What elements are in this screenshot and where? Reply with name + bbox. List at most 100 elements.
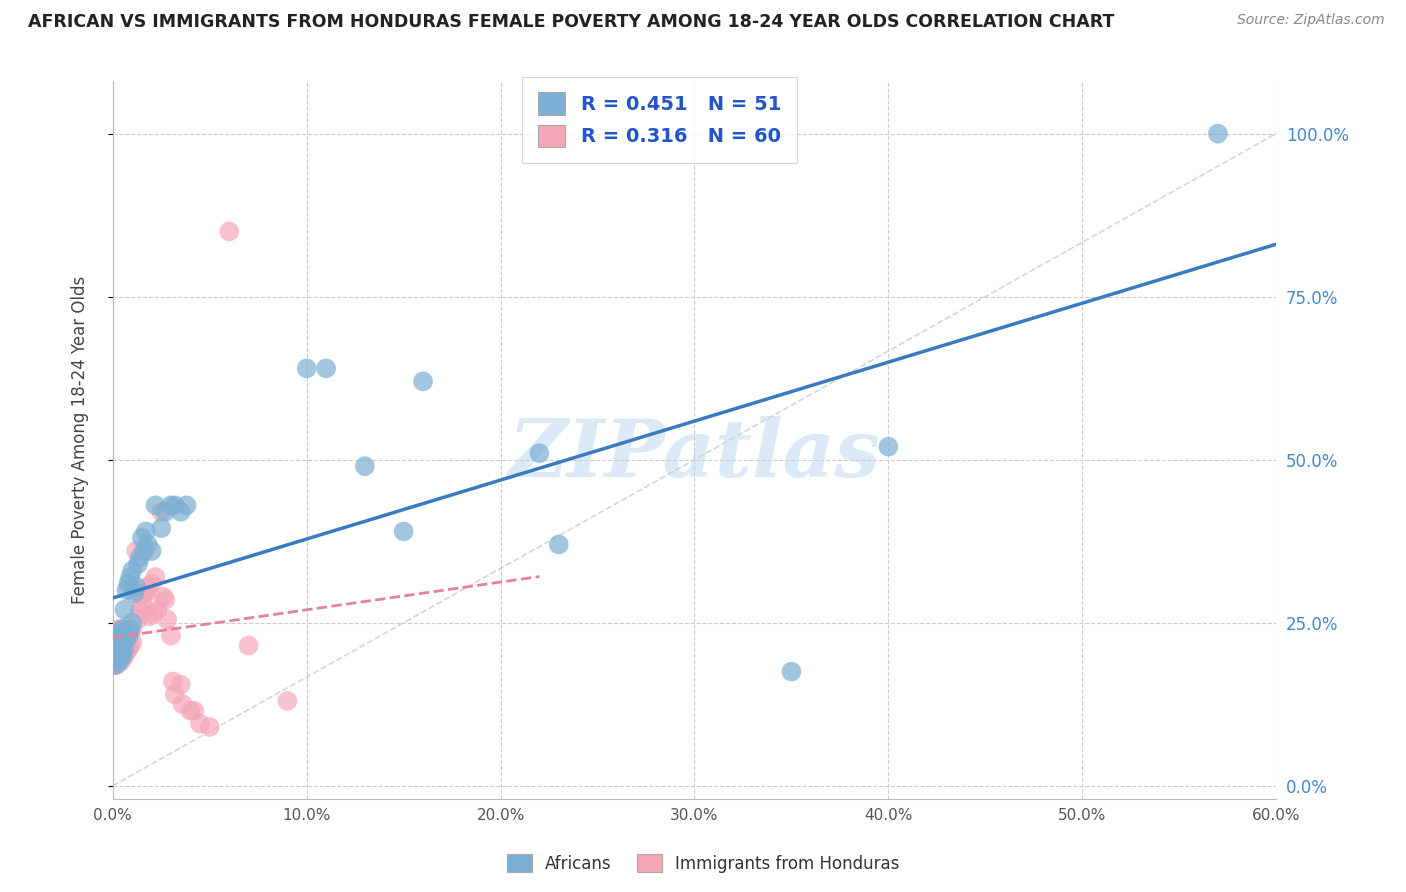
Text: AFRICAN VS IMMIGRANTS FROM HONDURAS FEMALE POVERTY AMONG 18-24 YEAR OLDS CORRELA: AFRICAN VS IMMIGRANTS FROM HONDURAS FEMA… xyxy=(28,13,1115,31)
Legend: R = 0.451   N = 51, R = 0.316   N = 60: R = 0.451 N = 51, R = 0.316 N = 60 xyxy=(523,77,797,162)
Point xyxy=(315,361,337,376)
Point xyxy=(107,629,129,643)
Point xyxy=(176,498,198,512)
Point xyxy=(135,524,157,539)
Point xyxy=(122,583,145,598)
Point xyxy=(104,641,127,656)
Point xyxy=(122,586,145,600)
Point xyxy=(110,655,132,669)
Point xyxy=(295,361,318,376)
Point xyxy=(114,648,136,663)
Point xyxy=(170,678,193,692)
Point xyxy=(153,592,176,607)
Point xyxy=(138,609,160,624)
Point xyxy=(115,645,138,659)
Point xyxy=(111,635,134,649)
Text: Source: ZipAtlas.com: Source: ZipAtlas.com xyxy=(1237,13,1385,28)
Point xyxy=(392,524,415,539)
Point xyxy=(141,576,163,591)
Point xyxy=(107,648,129,663)
Point xyxy=(114,639,136,653)
Point xyxy=(114,641,136,656)
Point xyxy=(114,629,136,643)
Point xyxy=(105,651,128,665)
Point xyxy=(238,639,260,653)
Point xyxy=(188,716,211,731)
Point xyxy=(163,498,186,512)
Point xyxy=(163,688,186,702)
Point xyxy=(136,537,159,551)
Point xyxy=(136,580,159,594)
Point xyxy=(117,629,139,643)
Point xyxy=(107,622,129,636)
Point xyxy=(547,537,569,551)
Point xyxy=(110,635,132,649)
Point xyxy=(152,590,174,604)
Point xyxy=(172,697,194,711)
Point xyxy=(125,580,148,594)
Point xyxy=(1206,127,1229,141)
Point xyxy=(111,651,134,665)
Point xyxy=(141,544,163,558)
Point xyxy=(131,531,153,545)
Point xyxy=(877,440,900,454)
Point xyxy=(107,655,129,669)
Point xyxy=(198,720,221,734)
Point xyxy=(153,505,176,519)
Text: ZIPatlas: ZIPatlas xyxy=(509,416,880,493)
Point xyxy=(127,612,149,626)
Point xyxy=(115,635,138,649)
Point xyxy=(529,446,551,460)
Point xyxy=(104,648,127,663)
Point xyxy=(111,641,134,656)
Point xyxy=(110,651,132,665)
Point xyxy=(110,639,132,653)
Point xyxy=(145,498,167,512)
Point xyxy=(129,550,152,565)
Point xyxy=(111,648,134,663)
Point xyxy=(114,602,136,616)
Point xyxy=(160,629,183,643)
Point xyxy=(110,622,132,636)
Point xyxy=(107,639,129,653)
Point xyxy=(146,602,169,616)
Point xyxy=(121,622,143,636)
Point xyxy=(145,570,167,584)
Point xyxy=(117,629,139,643)
Point xyxy=(218,224,240,238)
Point xyxy=(276,694,298,708)
Point xyxy=(110,625,132,640)
Point xyxy=(121,615,143,630)
Point xyxy=(105,651,128,665)
Point xyxy=(412,375,434,389)
Point xyxy=(125,544,148,558)
Point xyxy=(129,602,152,616)
Point xyxy=(120,625,142,640)
Point xyxy=(104,658,127,673)
Point xyxy=(132,586,155,600)
Point xyxy=(115,583,138,598)
Point xyxy=(107,655,129,669)
Point xyxy=(354,459,377,474)
Point xyxy=(150,521,173,535)
Point xyxy=(110,648,132,663)
Point xyxy=(179,704,201,718)
Point xyxy=(162,674,184,689)
Point xyxy=(156,612,179,626)
Point xyxy=(150,505,173,519)
Point xyxy=(142,606,165,620)
Point xyxy=(107,639,129,653)
Point xyxy=(132,544,155,558)
Point xyxy=(131,596,153,610)
Point xyxy=(120,622,142,636)
Point xyxy=(183,704,205,718)
Point xyxy=(115,632,138,646)
Point xyxy=(120,570,142,584)
Point xyxy=(117,576,139,591)
Point xyxy=(121,635,143,649)
Point xyxy=(160,498,183,512)
Point xyxy=(107,648,129,663)
Point xyxy=(105,641,128,656)
Point xyxy=(105,641,128,656)
Point xyxy=(121,564,143,578)
